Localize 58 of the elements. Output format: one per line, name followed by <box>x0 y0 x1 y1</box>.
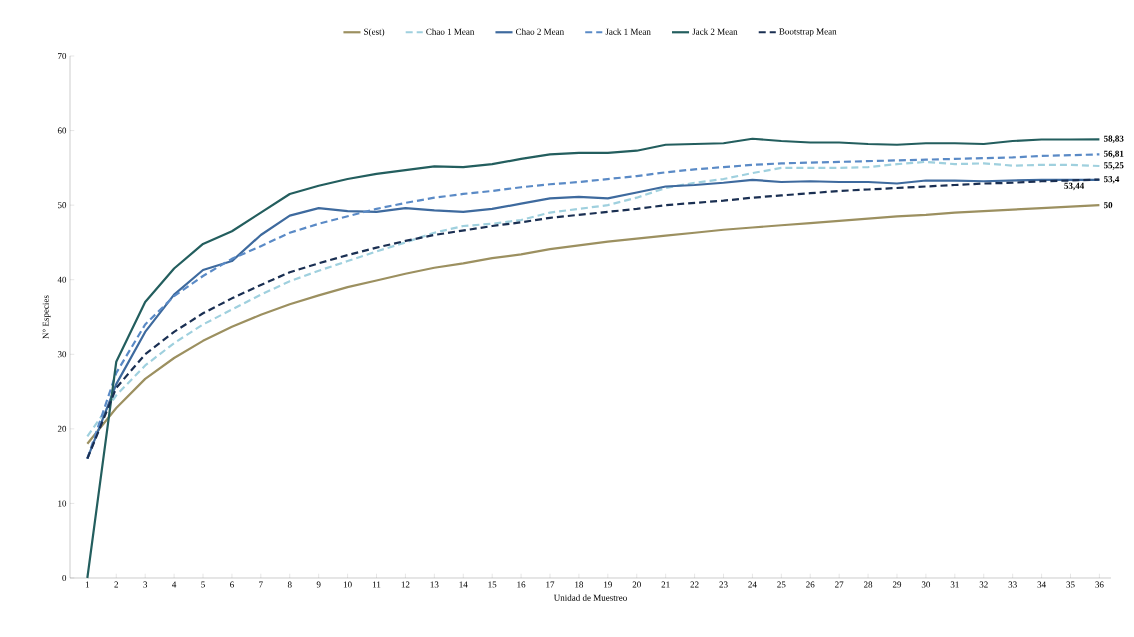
x-tick-label: 3 <box>143 581 148 588</box>
x-tick-label: 5 <box>201 581 205 588</box>
y-tick-label: 60 <box>57 127 67 134</box>
x-tick-label: 21 <box>661 581 670 588</box>
x-tick-label: 27 <box>835 581 844 588</box>
annotation: 53,44 <box>1064 182 1085 191</box>
x-tick-label: 16 <box>517 581 526 588</box>
x-tick-label: 20 <box>632 581 641 588</box>
y-tick-label: 40 <box>57 276 67 283</box>
x-tick-label: 22 <box>690 581 699 588</box>
y-tick-label: 30 <box>57 351 67 358</box>
legend-label: Bootstrap Mean <box>779 28 837 37</box>
x-tick-label: 36 <box>1095 581 1104 588</box>
x-tick-label: 32 <box>979 581 988 588</box>
x-tick-label: 14 <box>459 581 468 588</box>
x-tick-label: 10 <box>343 581 352 588</box>
x-tick-label: 23 <box>719 581 728 588</box>
legend-label: Jack 2 Mean <box>692 28 738 35</box>
x-tick-label: 12 <box>401 581 410 588</box>
y-tick-label: 10 <box>58 500 67 507</box>
x-tick-label: 1 <box>85 581 90 588</box>
y-tick-label: 70 <box>58 52 67 60</box>
legend-label: S(est) <box>364 28 385 37</box>
x-tick-label: 30 <box>921 581 931 588</box>
legend-label: Chao 1 Mean <box>426 28 475 35</box>
y-tick-label: 20 <box>57 425 67 432</box>
y-tick-label: 50 <box>57 202 67 209</box>
x-tick-label: 19 <box>604 581 612 588</box>
x-tick-label: 13 <box>430 581 439 588</box>
legend-label: Chao 2 Mean <box>516 28 564 35</box>
x-tick-label: 15 <box>488 581 497 588</box>
x-tick-label: 25 <box>777 581 786 588</box>
x-tick-label: 2 <box>114 581 119 588</box>
y-tick-label: 0 <box>62 574 67 582</box>
x-tick-label: 34 <box>1037 581 1046 588</box>
legend-label: Jack 1 Mean <box>605 28 651 35</box>
x-axis-title: Unidad de Muestreo <box>553 594 627 601</box>
x-tick-label: 35 <box>1066 581 1075 588</box>
annotation: 58,83 <box>1103 135 1124 143</box>
x-tick-label: 6 <box>230 581 234 588</box>
x-tick-label: 8 <box>287 581 292 588</box>
x-tick-label: 28 <box>863 581 873 588</box>
x-tick-label: 11 <box>372 581 381 588</box>
x-tick-label: 24 <box>748 581 757 588</box>
x-tick-label: 18 <box>575 581 584 588</box>
annotation: 55,25 <box>1103 162 1124 170</box>
x-tick-label: 26 <box>806 581 815 588</box>
x-tick-label: 7 <box>259 581 263 588</box>
x-tick-label: 17 <box>546 581 555 588</box>
x-tick-label: 9 <box>316 581 321 588</box>
annotation: 56,81 <box>1103 150 1124 159</box>
y-axis-title: N° Especies <box>42 295 51 339</box>
annotation: 50 <box>1103 202 1113 209</box>
x-tick-label: 31 <box>950 581 959 588</box>
x-tick-label: 29 <box>892 581 902 588</box>
x-tick-label: 4 <box>172 581 177 588</box>
annotation: 53,4 <box>1103 176 1120 184</box>
x-tick-label: 33 <box>1008 581 1017 588</box>
